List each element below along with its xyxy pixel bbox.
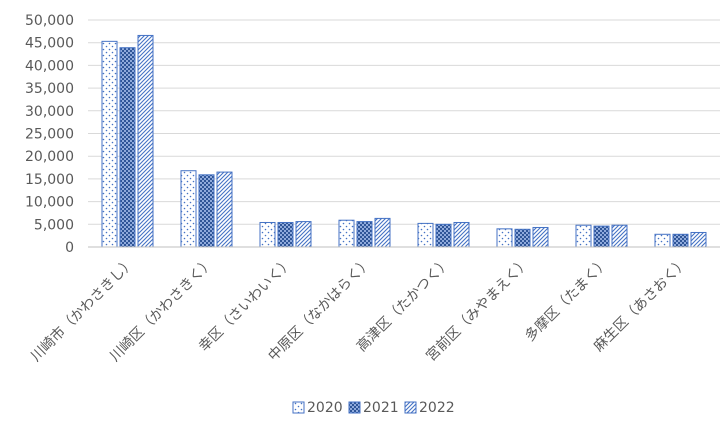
y-tick-label: 40,000 [25,58,74,74]
bar-2020-6 [575,224,592,248]
bar-2022-3 [374,217,391,248]
y-tick-label: 50,000 [25,13,74,29]
legend-label: 2020 [307,400,343,416]
legend-swatch-2021 [348,401,361,414]
bar-2020-0 [101,40,118,248]
bar-2022-7 [690,231,707,248]
y-tick-label: 10,000 [25,195,74,211]
y-tick-label: 0 [65,240,74,256]
y-tick-label: 20,000 [25,149,74,165]
x-axis-category-labels: 川崎市（かわさきし）川崎区（かわさきく）幸区（さいわいく）中原区（なかはらく）高… [27,254,691,365]
y-tick-label: 15,000 [25,172,74,188]
bar-2020-4 [417,222,434,248]
bar-2020-5 [496,228,513,248]
y-tick-label: 25,000 [25,127,74,143]
bar-2022-1 [216,171,233,248]
legend-swatch-2020 [292,401,305,414]
y-tick-label: 35,000 [25,81,74,97]
bar-2022-6 [611,224,628,248]
bar-2021-3 [356,221,373,248]
bar-2021-1 [198,174,215,248]
bar-2021-0 [119,47,136,248]
bar-2021-4 [435,223,452,248]
legend: 2020 2021 2022 [292,400,455,416]
bar-2021-5 [514,228,531,248]
bar-2020-2 [259,221,276,248]
bar-2020-7 [654,233,671,248]
bar-2022-2 [295,221,312,248]
legend-swatch-2022 [404,401,417,414]
bar-2021-2 [277,221,294,248]
bar-2020-1 [180,170,197,248]
x-category-label: 多摩区（たまく） [521,254,612,345]
legend-label: 2021 [363,400,399,416]
y-tick-label: 30,000 [25,104,74,120]
bar-2021-7 [672,233,689,248]
bars [101,34,707,248]
y-tick-label: 5,000 [34,217,74,233]
bar-2020-3 [338,219,355,248]
y-tick-label: 45,000 [25,36,74,52]
bar-2022-0 [137,34,154,248]
y-axis-tick-labels: 0 5,000 10,000 15,000 20,000 25,000 30,000 35,0… [25,13,74,256]
bar-2022-5 [532,226,549,248]
legend-label: 2022 [419,400,455,416]
bar-2022-4 [453,221,470,248]
bar-2021-6 [593,225,610,248]
